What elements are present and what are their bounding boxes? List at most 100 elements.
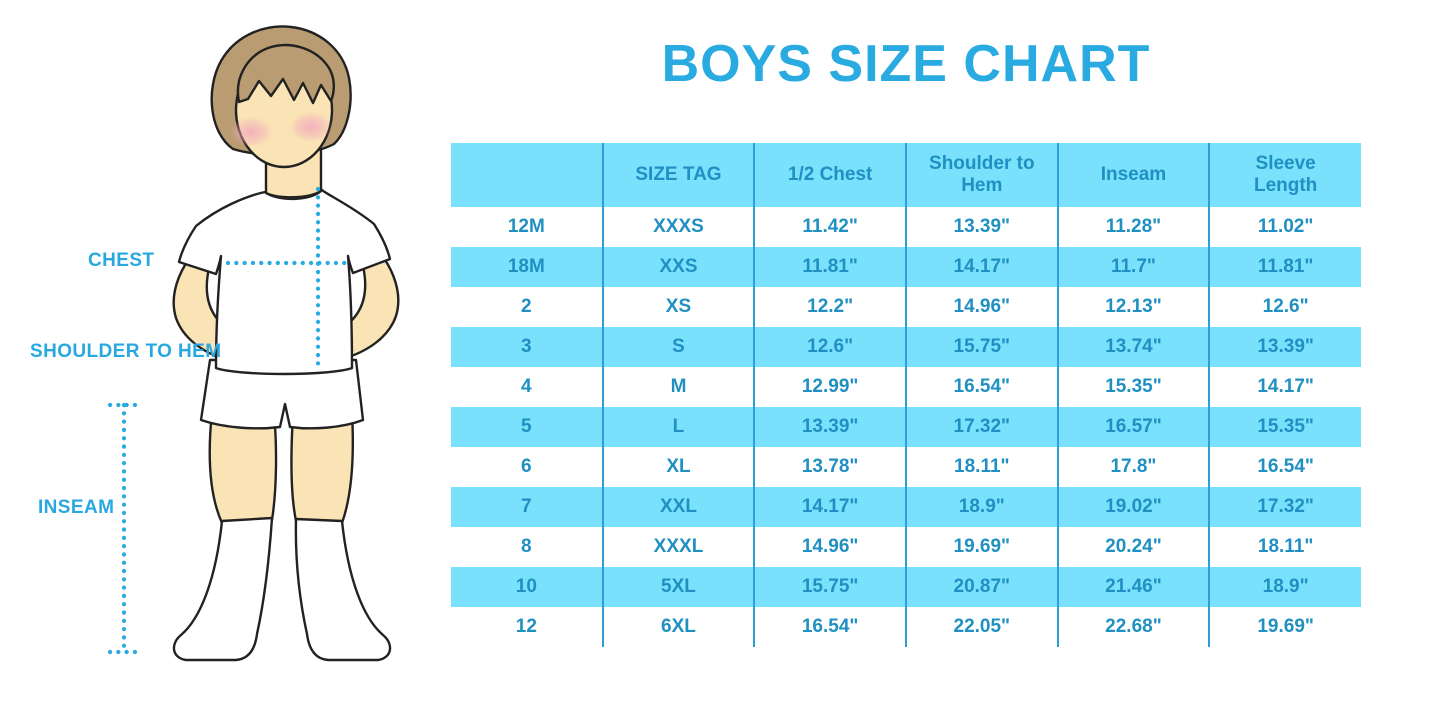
measurement-cell: 18.11" xyxy=(1208,527,1361,567)
column-header: Sleeve Length xyxy=(1208,143,1361,207)
measurement-cell: 12.99" xyxy=(753,367,906,407)
measurement-cell: 19.02" xyxy=(1056,487,1210,527)
table-row: 7 XXL 14.17" 18.9" 19.02" 17.32" xyxy=(451,487,1361,527)
column-header: Shoulder to Hem xyxy=(904,143,1058,207)
right-arm xyxy=(337,238,400,360)
measurement-cell: 16.54" xyxy=(904,367,1058,407)
measurement-cell: 13.39" xyxy=(753,407,906,447)
measurement-cell: XL xyxy=(601,447,755,487)
measurement-cell: M xyxy=(601,367,755,407)
measurement-cell: 16.54" xyxy=(1208,447,1361,487)
t-shirt xyxy=(177,188,392,376)
measurement-cell: 17.8" xyxy=(1056,447,1210,487)
measurement-cell: 17.32" xyxy=(1208,487,1361,527)
right-blush-cheek xyxy=(290,112,332,142)
measurement-cell: 13.39" xyxy=(1208,327,1361,367)
size-table-body: 12M XXXS 11.42" 13.39" 11.28" 11.02" 18M XXS 11.… xyxy=(451,207,1361,647)
column-header: SIZE TAG xyxy=(601,143,755,207)
measurement-cell: 14.96" xyxy=(753,527,906,567)
column-header xyxy=(451,143,603,207)
measurement-cell: 12.6" xyxy=(753,327,906,367)
measurement-cell: 14.17" xyxy=(1208,367,1361,407)
measurement-cell: 18.11" xyxy=(904,447,1058,487)
column-header: 1/2 Chest xyxy=(753,143,906,207)
measurement-cell: 11.42" xyxy=(753,207,906,247)
left-blush-cheek xyxy=(230,117,272,147)
measurement-cell: 6XL xyxy=(601,607,755,647)
table-row: 12M XXXS 11.42" 13.39" 11.28" 11.02" xyxy=(451,207,1361,247)
size-cell: 10 xyxy=(515,576,537,598)
measurement-cell: 12.6" xyxy=(1208,287,1361,327)
size-cell: 4 xyxy=(521,376,532,398)
measurement-cell: 16.54" xyxy=(753,607,906,647)
size-cell: 6 xyxy=(521,456,532,478)
measurement-figure: CHEST SHOULDER TO HEM INSEAM xyxy=(0,0,440,723)
header-row: SIZE TAG 1/2 Chest Shoulder to Hem Inseam Sl… xyxy=(451,143,1361,207)
table-row: 2 XS 12.2" 14.96" 12.13" 12.6" xyxy=(451,287,1361,327)
measurement-cell: S xyxy=(601,327,755,367)
measurement-cell: 11.7" xyxy=(1056,247,1210,287)
size-table: SIZE TAG 1/2 Chest Shoulder to Hem Inseam Sl… xyxy=(451,143,1361,647)
size-cell: 12 xyxy=(515,616,537,638)
measurement-cell: 22.68" xyxy=(1056,607,1210,647)
table-row: 3 S 12.6" 15.75" 13.74" 13.39" xyxy=(451,327,1361,367)
measurement-cell: 15.35" xyxy=(1208,407,1361,447)
measurement-cell: XXXL xyxy=(601,527,755,567)
measurement-cell: 11.02" xyxy=(1208,207,1361,247)
measurement-cell: 13.78" xyxy=(753,447,906,487)
measurement-cell: 17.32" xyxy=(904,407,1058,447)
measurement-cell: 19.69" xyxy=(904,527,1058,567)
table-row: 12 6XL 16.54" 22.05" 22.68" 19.69" xyxy=(451,607,1361,647)
right-sock xyxy=(294,517,392,662)
size-cell: 12M xyxy=(507,216,545,238)
measurement-cell: 20.87" xyxy=(904,567,1058,607)
size-cell: 3 xyxy=(521,336,532,358)
left-sock xyxy=(172,516,274,662)
measurement-cell: 22.05" xyxy=(904,607,1058,647)
table-row: 4 M 12.99" 16.54" 15.35" 14.17" xyxy=(451,367,1361,407)
measurement-cell: 12.13" xyxy=(1056,287,1210,327)
measurement-cell: XXL xyxy=(601,487,755,527)
table-row: 8 XXXL 14.96" 19.69" 20.24" 18.11" xyxy=(451,527,1361,567)
measurement-cell: 15.75" xyxy=(753,567,906,607)
table-row: 6 XL 13.78" 18.11" 17.8" 16.54" xyxy=(451,447,1361,487)
size-cell: 5 xyxy=(521,416,532,438)
measurement-cell: 11.81" xyxy=(1208,247,1361,287)
measurement-cell: 15.35" xyxy=(1056,367,1210,407)
measurement-cell: 18.9" xyxy=(1208,567,1361,607)
measurement-cell: 14.96" xyxy=(904,287,1058,327)
measurement-cell: 11.28" xyxy=(1056,207,1210,247)
measurement-cell: 12.2" xyxy=(753,287,906,327)
measurement-cell: 19.69" xyxy=(1208,607,1361,647)
table-row: 10 5XL 15.75" 20.87" 21.46" 18.9" xyxy=(451,567,1361,607)
column-header: Inseam xyxy=(1056,143,1210,207)
size-cell: 8 xyxy=(521,536,532,558)
shorts xyxy=(199,358,365,430)
size-cell: 7 xyxy=(521,496,532,518)
measurement-cell: 14.17" xyxy=(753,487,906,527)
size-cell: 2 xyxy=(521,296,532,318)
page-title: BOYS SIZE CHART xyxy=(661,35,1151,93)
size-table-header: SIZE TAG 1/2 Chest Shoulder to Hem Inseam Sl… xyxy=(451,143,1361,207)
inseam-label: INSEAM xyxy=(38,497,115,518)
measurement-cell: XXS xyxy=(601,247,755,287)
measurement-cell: 20.24" xyxy=(1056,527,1210,567)
table-row: 5 L 13.39" 17.32" 16.57" 15.35" xyxy=(451,407,1361,447)
measurement-cell: 13.74" xyxy=(1056,327,1210,367)
measurement-cell: 11.81" xyxy=(753,247,906,287)
measurement-cell: XXXS xyxy=(601,207,755,247)
measurement-cell: 15.75" xyxy=(904,327,1058,367)
measurement-cell: L xyxy=(601,407,755,447)
chest-label: CHEST xyxy=(88,250,155,271)
measurement-cell: 14.17" xyxy=(904,247,1058,287)
size-cell: 18M xyxy=(507,256,545,278)
boy-illustration xyxy=(107,25,400,662)
shoulder-to-hem-label: SHOULDER TO HEM xyxy=(30,341,222,362)
size-table-container: SIZE TAG 1/2 Chest Shoulder to Hem Inseam Sl… xyxy=(451,143,1361,647)
measurement-cell: 21.46" xyxy=(1056,567,1210,607)
measurement-cell: 16.57" xyxy=(1056,407,1210,447)
measurement-cell: 13.39" xyxy=(904,207,1058,247)
measurement-cell: 5XL xyxy=(601,567,755,607)
measurement-cell: XS xyxy=(601,287,755,327)
